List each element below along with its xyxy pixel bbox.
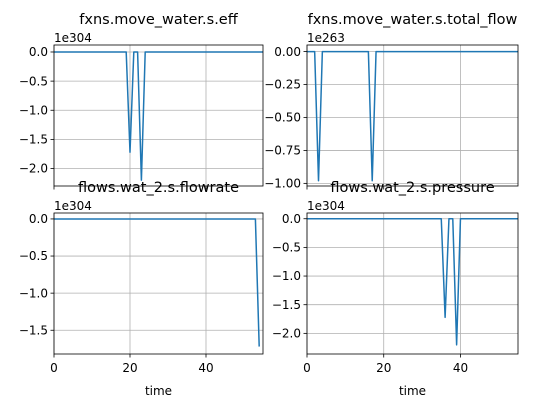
subplot-2: 0.00 −0.25 −0.50 −0.75 −1.00 1e263 fxns.move_w…	[264, 12, 518, 191]
y-tick-label: 0.0	[29, 45, 48, 59]
subplot-title: flows.wat_2.s.pressure	[330, 180, 494, 196]
y-tick-label: −1.5	[272, 298, 301, 312]
y-tick-label: −1.0	[19, 103, 48, 117]
axes-frame	[307, 213, 518, 354]
x-tick-label: 20	[122, 361, 137, 375]
y-tick-label: −0.5	[19, 249, 48, 263]
y-tick-label: −2.0	[19, 162, 48, 176]
y-tick-label: −0.75	[264, 144, 301, 158]
y-tick-label: −0.5	[272, 241, 301, 255]
y-tick-label: −1.00	[264, 177, 301, 191]
y-tick-label: −2.0	[272, 327, 301, 341]
y-tick-label: 0.00	[274, 45, 301, 59]
y-tick-label: −0.25	[264, 78, 301, 92]
y-tick-label: −1.0	[19, 286, 48, 300]
x-tick-label: 20	[376, 361, 391, 375]
subplot-title: fxns.move_water.s.eff	[79, 12, 238, 28]
offset-label: 1e263	[307, 31, 345, 45]
series-line-1	[307, 219, 518, 345]
y-tick-label: −0.5	[19, 74, 48, 88]
y-tick-label: −1.0	[272, 269, 301, 283]
y-tick-label: 0.0	[282, 212, 301, 226]
subplot-3: 0.0 −0.5 −1.0 −1.5 0 20 40 1e304 flows.wat_2.s.f…	[19, 180, 263, 398]
series-line-1	[54, 219, 259, 347]
series-line-1	[307, 52, 518, 181]
y-tick-label: −1.5	[19, 133, 48, 147]
x-tick-label: 0	[50, 361, 58, 375]
x-tick-label: 0	[303, 361, 311, 375]
axes-frame	[54, 45, 263, 186]
offset-label: 1e304	[54, 31, 92, 45]
subplot-4: 0.0 −0.5 −1.0 −1.5 −2.0 0 20 40 1e304 flows.wat_2…	[272, 180, 518, 398]
x-axis-label: time	[399, 384, 426, 398]
subplot-1: 0.0 −0.5 −1.0 −1.5 −2.0 1e304 fxns.move_water.…	[19, 12, 263, 190]
y-tick-label: −0.50	[264, 111, 301, 125]
axes-frame	[54, 213, 263, 354]
series-line-1	[54, 52, 263, 180]
subplot-title: fxns.move_water.s.total_flow	[308, 12, 518, 28]
x-tick-label: 40	[198, 361, 213, 375]
offset-label: 1e304	[307, 199, 345, 213]
y-tick-label: 0.0	[29, 212, 48, 226]
x-tick-label: 40	[453, 361, 468, 375]
offset-label: 1e304	[54, 199, 92, 213]
x-axis-label: time	[145, 384, 172, 398]
y-tick-label: −1.5	[19, 323, 48, 337]
axes-frame	[307, 45, 518, 186]
subplot-title: flows.wat_2.s.flowrate	[78, 180, 239, 196]
